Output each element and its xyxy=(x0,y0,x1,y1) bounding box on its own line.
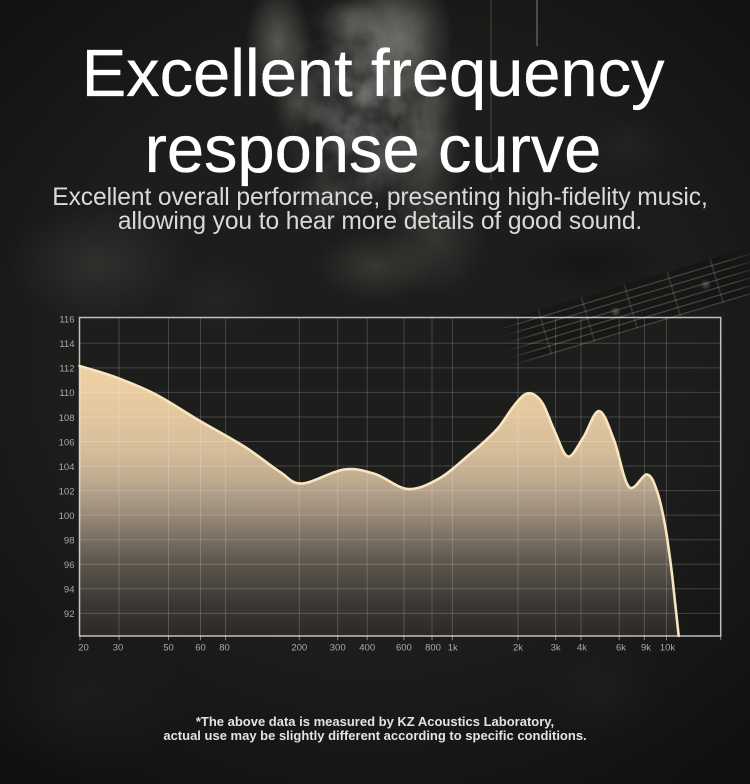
svg-text:104: 104 xyxy=(59,462,75,473)
svg-text:600: 600 xyxy=(396,643,412,654)
svg-text:112: 112 xyxy=(59,364,74,375)
svg-text:10k: 10k xyxy=(660,643,676,654)
svg-text:92: 92 xyxy=(64,609,75,620)
svg-text:102: 102 xyxy=(59,486,75,497)
svg-text:200: 200 xyxy=(291,643,307,654)
svg-text:300: 300 xyxy=(330,643,346,654)
svg-text:98: 98 xyxy=(64,536,75,547)
svg-text:96: 96 xyxy=(64,560,75,571)
svg-text:100: 100 xyxy=(59,511,75,522)
svg-text:9k: 9k xyxy=(641,643,651,654)
svg-text:80: 80 xyxy=(219,643,230,654)
svg-text:2k: 2k xyxy=(513,643,523,654)
svg-text:400: 400 xyxy=(359,643,375,654)
svg-text:800: 800 xyxy=(425,643,441,654)
svg-text:1k: 1k xyxy=(448,643,458,654)
svg-text:108: 108 xyxy=(59,413,75,424)
svg-text:106: 106 xyxy=(59,437,75,448)
svg-text:3k: 3k xyxy=(551,643,561,654)
svg-text:20: 20 xyxy=(78,643,89,654)
svg-text:50: 50 xyxy=(163,643,174,654)
svg-text:6k: 6k xyxy=(616,643,626,654)
svg-text:114: 114 xyxy=(59,339,74,350)
svg-text:94: 94 xyxy=(64,585,75,596)
svg-text:60: 60 xyxy=(195,643,206,654)
svg-text:30: 30 xyxy=(113,643,124,654)
svg-text:4k: 4k xyxy=(577,643,587,654)
svg-text:116: 116 xyxy=(59,315,74,326)
svg-text:110: 110 xyxy=(59,388,74,399)
